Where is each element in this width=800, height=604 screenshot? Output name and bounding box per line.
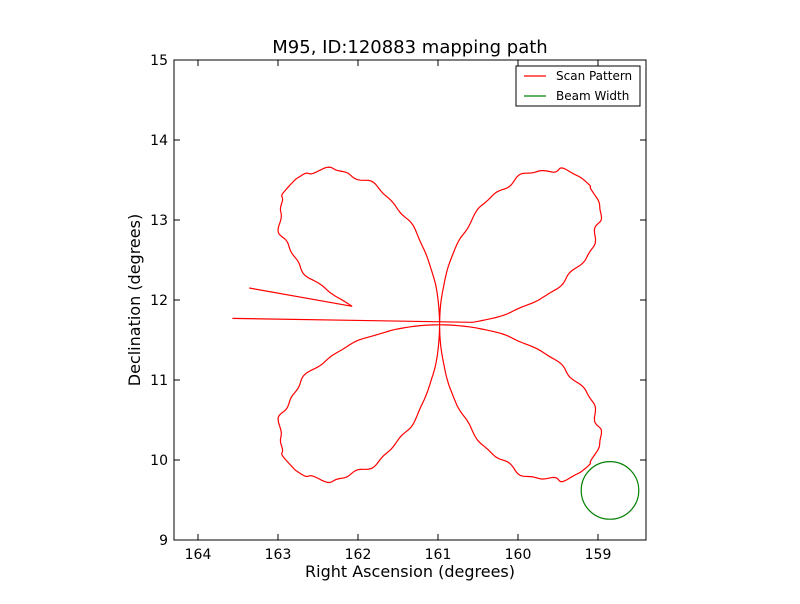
x-tick-label: 161 [425, 547, 452, 563]
y-tick-label: 10 [150, 453, 168, 469]
plot-area [232, 166, 640, 520]
beam-width-circle [580, 461, 640, 520]
legend-beam-label: Beam Width [556, 89, 629, 103]
plot-frame [173, 59, 647, 541]
x-tick-label: 163 [265, 547, 292, 563]
legend: Scan Pattern Beam Width [515, 65, 641, 107]
y-axis-label: Declination (degrees) [125, 214, 144, 386]
plot-background [174, 60, 646, 540]
x-axis-label: Right Ascension (degrees) [305, 562, 515, 581]
chart-title: M95, ID:120883 mapping path [272, 37, 547, 58]
legend-scan-label: Scan Pattern [556, 69, 632, 83]
x-axis: 164 163 162 161 160 159 [185, 60, 612, 563]
y-tick-label: 9 [159, 533, 168, 549]
y-tick-label: 12 [150, 293, 168, 309]
x-tick-label: 164 [185, 547, 212, 563]
y-tick-label: 15 [150, 53, 168, 69]
y-tick-label: 13 [150, 213, 168, 229]
x-tick-label: 160 [505, 547, 532, 563]
x-tick-label: 162 [345, 547, 372, 563]
y-tick-label: 14 [150, 133, 168, 149]
x-tick-label: 159 [585, 547, 612, 563]
legend-box [515, 65, 641, 107]
y-tick-label: 11 [150, 373, 168, 389]
scan-pattern-line [232, 166, 603, 484]
